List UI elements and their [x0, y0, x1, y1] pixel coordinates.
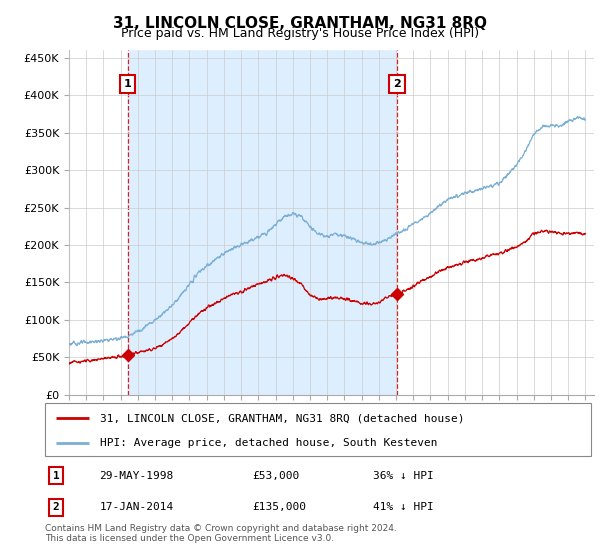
Text: Contains HM Land Registry data © Crown copyright and database right 2024.
This d: Contains HM Land Registry data © Crown c… — [45, 524, 397, 543]
Text: HPI: Average price, detached house, South Kesteven: HPI: Average price, detached house, Sout… — [100, 438, 437, 448]
Text: 31, LINCOLN CLOSE, GRANTHAM, NG31 8RQ: 31, LINCOLN CLOSE, GRANTHAM, NG31 8RQ — [113, 16, 487, 31]
Text: 1: 1 — [53, 470, 59, 480]
Text: 17-JAN-2014: 17-JAN-2014 — [100, 502, 174, 512]
FancyBboxPatch shape — [45, 403, 591, 456]
Text: 36% ↓ HPI: 36% ↓ HPI — [373, 470, 433, 480]
Text: 31, LINCOLN CLOSE, GRANTHAM, NG31 8RQ (detached house): 31, LINCOLN CLOSE, GRANTHAM, NG31 8RQ (d… — [100, 413, 464, 423]
Text: 2: 2 — [53, 502, 59, 512]
Text: 41% ↓ HPI: 41% ↓ HPI — [373, 502, 433, 512]
Text: 2: 2 — [393, 79, 401, 89]
Text: 1: 1 — [124, 79, 131, 89]
Text: £135,000: £135,000 — [253, 502, 307, 512]
Text: Price paid vs. HM Land Registry's House Price Index (HPI): Price paid vs. HM Land Registry's House … — [121, 27, 479, 40]
Text: 29-MAY-1998: 29-MAY-1998 — [100, 470, 174, 480]
Text: £53,000: £53,000 — [253, 470, 300, 480]
